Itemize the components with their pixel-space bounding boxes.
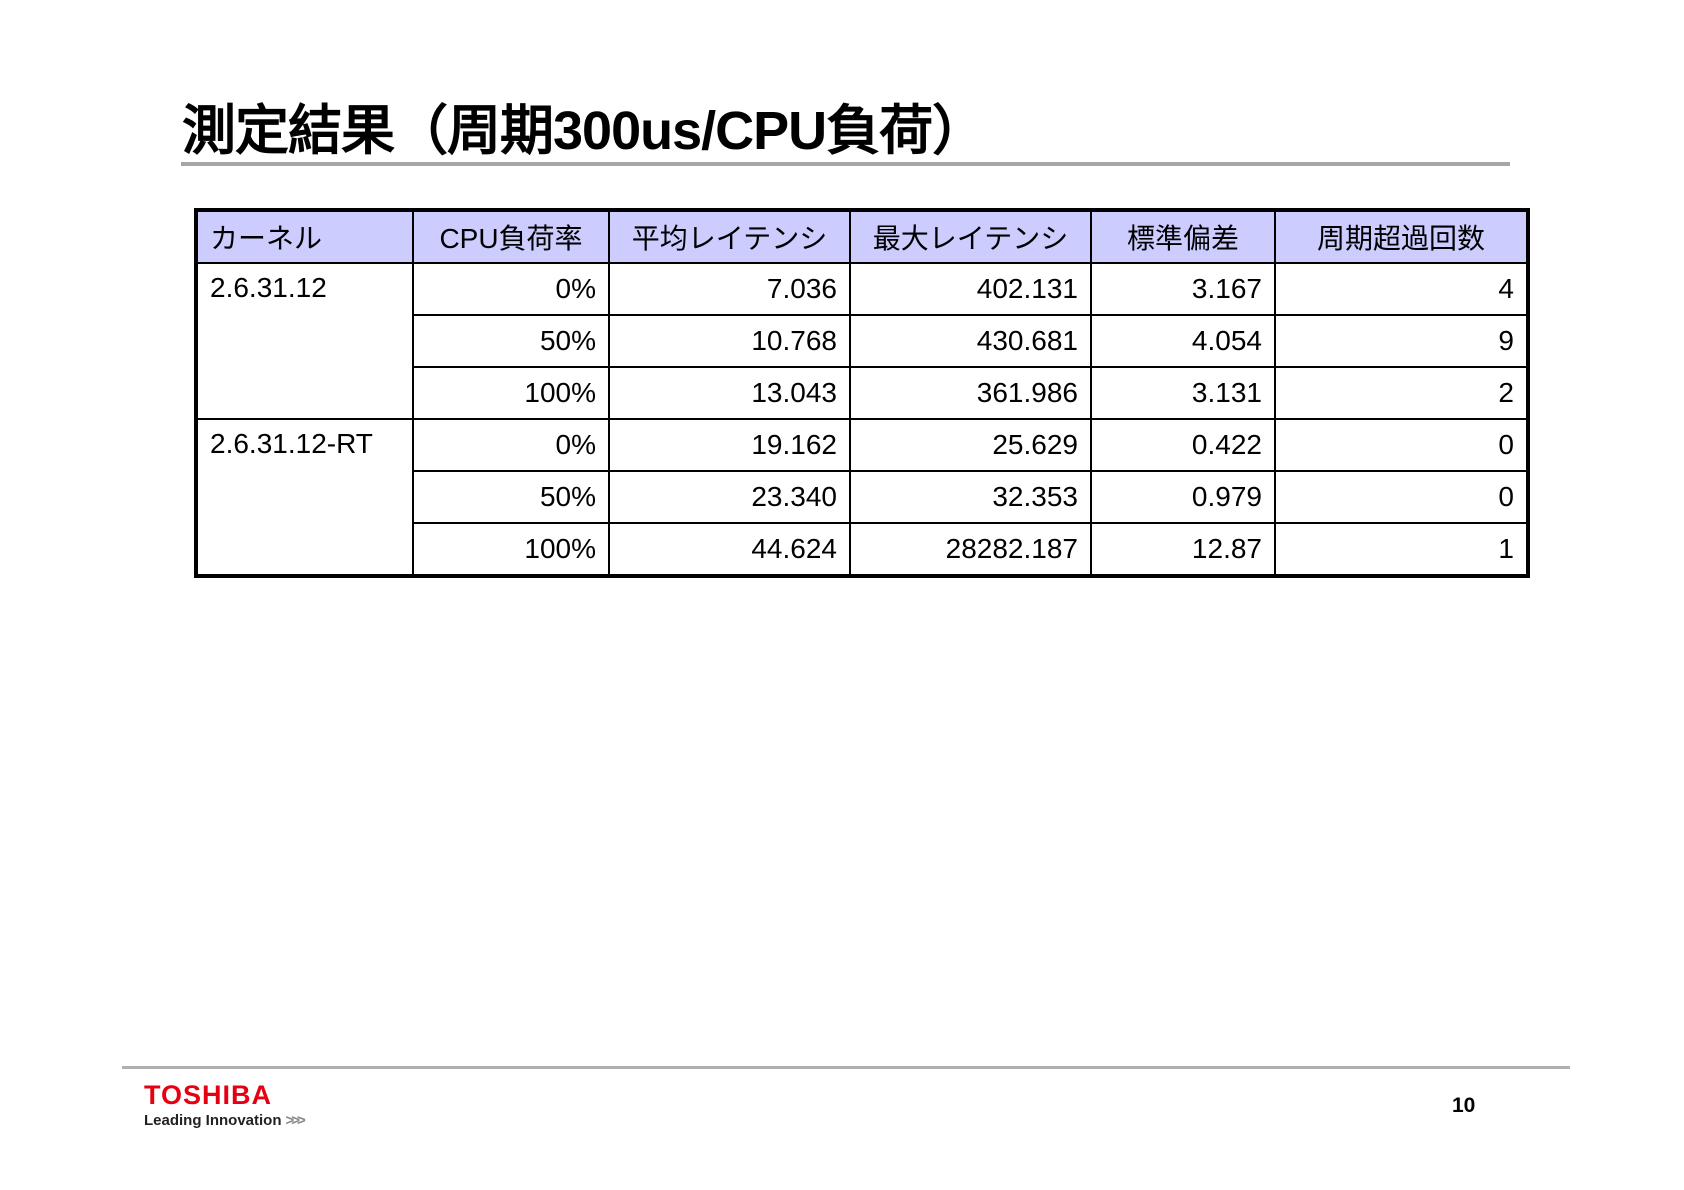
- header-std-dev: 標準偏差: [1090, 209, 1276, 264]
- cell: 7.036: [608, 262, 851, 316]
- cell: 25.629: [849, 418, 1092, 472]
- header-overrun-count: 周期超過回数: [1274, 209, 1529, 264]
- header-kernel: カーネル: [195, 209, 414, 264]
- cell: 1: [1274, 522, 1529, 577]
- toshiba-logo: TOSHIBA: [144, 1080, 273, 1110]
- cell: 44.624: [608, 522, 851, 577]
- cell: 4.054: [1090, 314, 1276, 368]
- cell: 0: [1274, 470, 1529, 524]
- table-row: 100% 13.043 361.986 3.131 2: [196, 366, 1529, 420]
- kernel-cell: 2.6.31.12: [195, 262, 414, 420]
- cell: 0: [1274, 418, 1529, 472]
- cell: 50%: [412, 470, 610, 524]
- cell: 12.87: [1090, 522, 1276, 577]
- table-header-row: カーネル CPU負荷率 平均レイテンシ 最大レイテンシ 標準偏差 周期超過回数: [195, 209, 1529, 264]
- cell: 0%: [412, 418, 610, 472]
- cell: 3.131: [1090, 366, 1276, 420]
- cell: 13.043: [608, 366, 851, 420]
- cell: 9: [1274, 314, 1529, 368]
- table-row: 100% 44.624 28282.187 12.87 1: [196, 522, 1529, 577]
- table-row: 50% 23.340 32.353 0.979 0: [196, 470, 1529, 524]
- cell: 50%: [412, 314, 610, 368]
- page-number: 10: [1452, 1094, 1476, 1117]
- cell: 0.422: [1090, 418, 1276, 472]
- chevrons-icon: >>>: [285, 1112, 306, 1129]
- cell: 32.353: [849, 470, 1092, 524]
- tagline-text: Leading Innovation: [144, 1112, 282, 1129]
- cell: 361.986: [849, 366, 1092, 420]
- cell: 4: [1274, 262, 1529, 316]
- header-avg-latency: 平均レイテンシ: [608, 209, 851, 264]
- cell: 100%: [412, 366, 610, 420]
- cell: 2: [1274, 366, 1529, 420]
- cell: 0%: [412, 262, 610, 316]
- table-row: 2.6.31.12 0% 7.036 402.131 3.167 4: [195, 262, 1529, 420]
- header-max-latency: 最大レイテンシ: [849, 209, 1092, 264]
- footer-divider: [122, 1066, 1570, 1069]
- table-row: 50% 10.768 430.681 4.054 9: [196, 314, 1529, 368]
- cell: 10.768: [608, 314, 851, 368]
- cell: 3.167: [1090, 262, 1276, 316]
- cell: 100%: [412, 522, 610, 577]
- table-row: 2.6.31.12-RT 0% 19.162 25.629 0.422 0: [195, 418, 1529, 577]
- cell: 28282.187: [849, 522, 1092, 577]
- results-table: カーネル CPU負荷率 平均レイテンシ 最大レイテンシ 標準偏差 周期超過回数 …: [194, 208, 1530, 578]
- page-title: 測定結果（周期300us/CPU負荷）: [182, 101, 986, 161]
- cell: 23.340: [608, 470, 851, 524]
- tagline: Leading Innovation >>>: [144, 1112, 306, 1129]
- cell: 430.681: [849, 314, 1092, 368]
- header-cpu-load: CPU負荷率: [412, 209, 610, 264]
- cell: 402.131: [849, 262, 1092, 316]
- cell: 19.162: [608, 418, 851, 472]
- cell: 0.979: [1090, 470, 1276, 524]
- kernel-cell: 2.6.31.12-RT: [195, 418, 414, 577]
- title-divider: [181, 162, 1510, 166]
